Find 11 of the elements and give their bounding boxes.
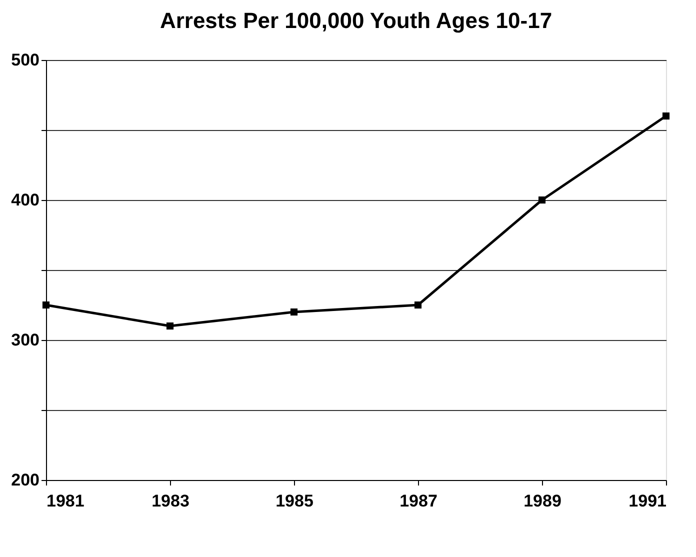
x-tick-label: 1987 — [400, 492, 438, 510]
y-tick-label: 300 — [11, 330, 40, 350]
x-tick-label: 1981 — [46, 492, 84, 510]
y-tick-label: 500 — [11, 50, 40, 70]
chart-title: Arrests Per 100,000 Youth Ages 10-17 — [160, 8, 552, 33]
x-tick-label: 1991 — [628, 492, 666, 510]
x-tick-label: 1983 — [152, 492, 190, 510]
x-tick-label: 1989 — [524, 492, 562, 510]
y-tick-label: 400 — [11, 190, 40, 210]
x-tick-label: 1985 — [276, 492, 314, 510]
y-tick-label: 200 — [11, 470, 40, 490]
